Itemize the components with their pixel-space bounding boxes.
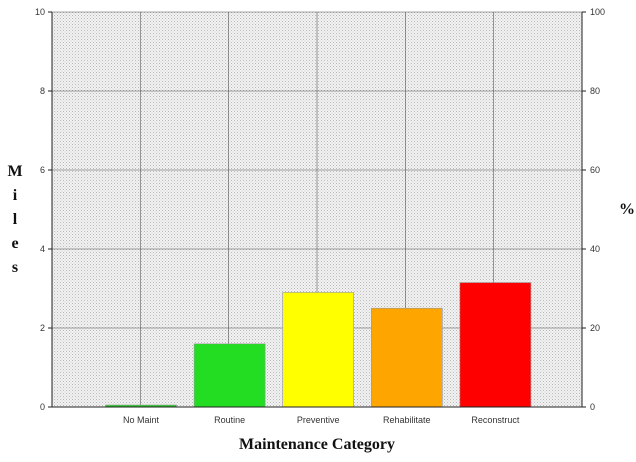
y-tick-label: 2 [40,323,45,333]
x-tick-label: No Maint [123,415,160,425]
y2-tick-labels: 0 20 40 60 80 100 [582,7,605,412]
bar-preventive [282,292,355,408]
bars-group [105,282,532,408]
y-tick-label: 0 [40,402,45,412]
bar-rehabilitate [370,307,443,408]
x-tick-label: Reconstruct [471,415,520,425]
y-axis-title-letter: e [11,235,18,252]
y-tick-label: 8 [40,86,45,96]
y2-tick-label: 80 [590,86,600,96]
y2-tick-label: 60 [590,165,600,175]
y-axis-title-letter: l [13,211,18,228]
bar-reconstruct [459,282,532,408]
x-tick-label: Routine [214,415,245,425]
y-axis-title-letter: i [13,187,18,204]
y-tick-label: 6 [40,165,45,175]
x-tick-labels: No Maint Routine Preventive Rehabilitate Rec… [123,415,520,425]
bar-routine [193,343,266,408]
y2-tick-label: 100 [590,7,605,17]
x-axis-title: Maintenance Category [239,436,395,453]
y2-tick-label: 40 [590,244,600,254]
y-tick-label: 10 [35,7,45,17]
y2-tick-label: 0 [590,402,595,412]
y2-tick-label: 20 [590,323,600,333]
x-tick-label: Rehabilitate [383,415,431,425]
x-tick-label: Preventive [297,415,340,425]
y-axis-title-letter: s [12,259,18,276]
y2-axis-title: % [619,201,635,218]
y-axis-title-letter: M [7,163,22,180]
y-tick-labels: 0 2 4 6 8 10 [35,7,52,412]
y-tick-label: 4 [40,244,45,254]
